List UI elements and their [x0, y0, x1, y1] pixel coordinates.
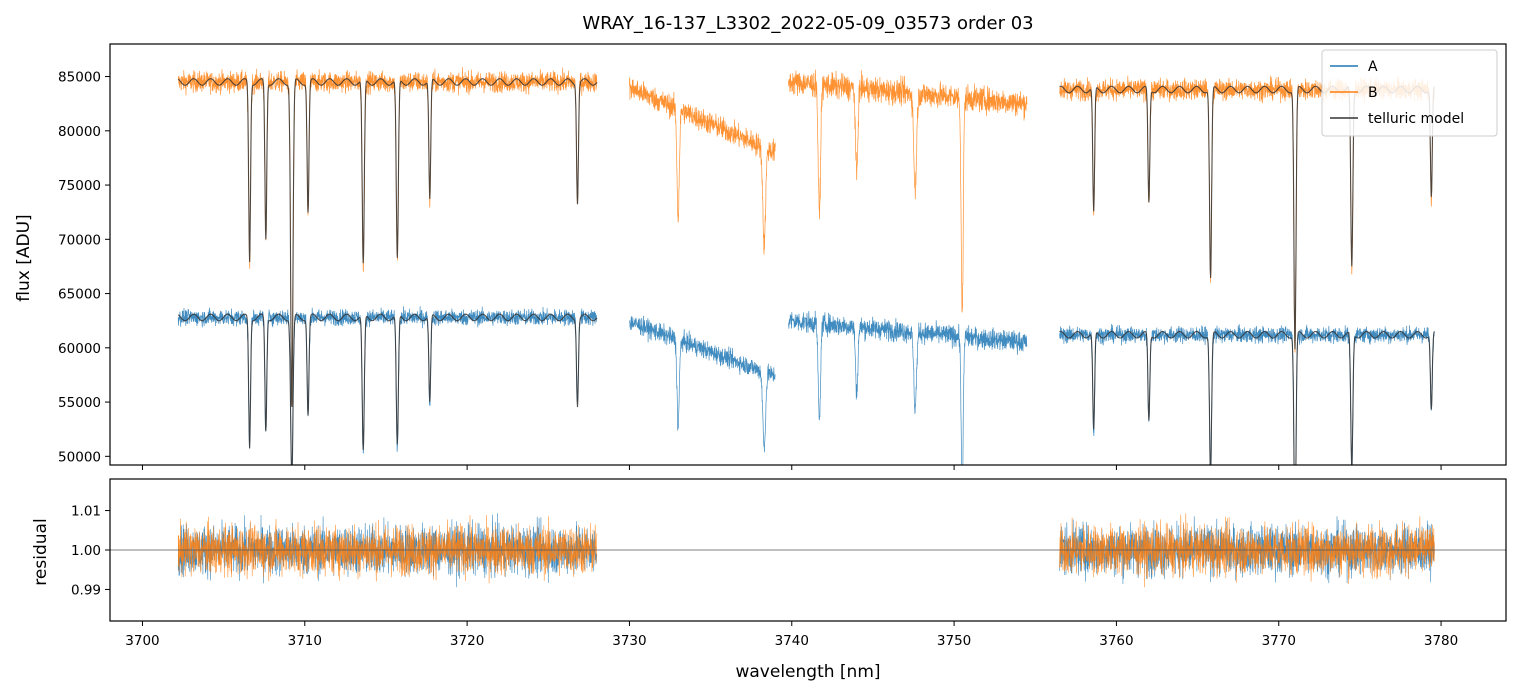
- y-tick-label: 80000: [58, 124, 101, 140]
- chart-title: WRAY_16-137_L3302_2022-05-09_03573 order…: [582, 13, 1033, 34]
- y-tick-label: 50000: [58, 449, 101, 465]
- series-b-line: [788, 69, 1028, 313]
- flux-panel: 50000 55000 60000 65000 70000 75000 80000 85000: [58, 43, 1507, 470]
- residual-b-line: [177, 514, 598, 584]
- residual-b-line: [1059, 513, 1435, 588]
- y-tick-label: 75000: [58, 178, 101, 194]
- x-tick-label: 3740: [775, 633, 809, 649]
- telluric-model-line: [177, 313, 598, 465]
- x-tick-label: 3760: [1099, 633, 1133, 649]
- x-tick-label: 3750: [937, 633, 971, 649]
- legend-box: [1321, 49, 1498, 137]
- series-a-line: [788, 310, 1028, 465]
- series-a-line: [629, 315, 776, 453]
- y-tick-label: 1.01: [71, 504, 101, 520]
- plot-frame: [109, 43, 1507, 466]
- legend-label: A: [1368, 59, 1378, 75]
- x-tick-label: 3700: [125, 633, 159, 649]
- residual-y-axis-label: residual: [31, 518, 51, 585]
- legend-label: B: [1368, 85, 1378, 101]
- x-tick-label: 3780: [1424, 633, 1458, 649]
- y-tick-label: 55000: [58, 395, 101, 411]
- legend-label: telluric model: [1368, 111, 1464, 127]
- flux-y-axis-label: flux [ADU]: [14, 214, 34, 301]
- telluric-model-line: [1059, 330, 1435, 465]
- x-axis-label: wavelength [nm]: [735, 662, 880, 682]
- y-tick-label: 70000: [58, 232, 101, 248]
- series-b-line: [629, 77, 776, 255]
- x-tick-label: 3730: [612, 633, 646, 649]
- y-tick-label: 0.99: [71, 582, 101, 598]
- series-a-line: [1059, 323, 1435, 465]
- y-tick-label: 1.00: [71, 543, 101, 559]
- telluric-model-line: [177, 78, 598, 408]
- y-tick-label: 85000: [58, 70, 101, 86]
- residual-panel: 0.99 1.00 1.01 3700 3710 3720 3730 3740 3750 3760…: [71, 478, 1507, 649]
- x-tick-label: 3710: [288, 633, 322, 649]
- y-tick-label: 60000: [58, 341, 101, 357]
- x-tick-label: 3770: [1262, 633, 1296, 649]
- x-tick-label: 3720: [450, 633, 484, 649]
- series-a-line: [177, 306, 598, 465]
- series-b-line: [177, 67, 598, 407]
- y-tick-label: 65000: [58, 287, 101, 303]
